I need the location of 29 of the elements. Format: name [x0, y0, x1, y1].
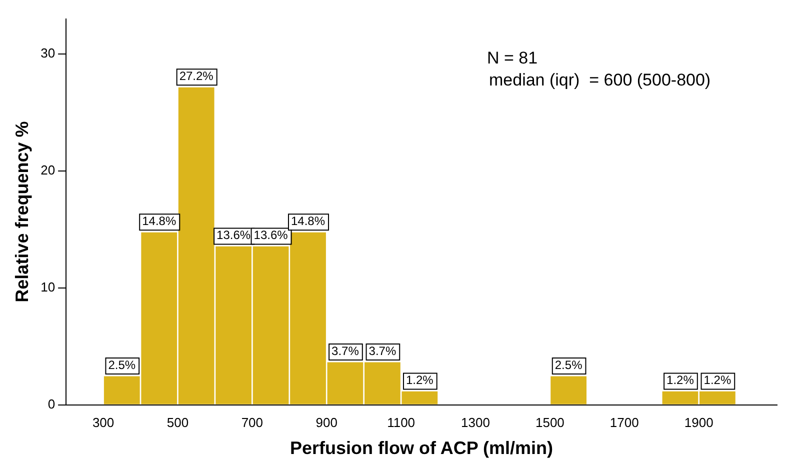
- data-label: 13.6%: [216, 228, 251, 242]
- y-tick-label: 0: [48, 396, 56, 412]
- x-tick-label: 1900: [684, 415, 714, 430]
- data-label: 14.8%: [290, 214, 326, 228]
- x-axis-title: Perfusion flow of ACP (ml/min): [290, 438, 554, 458]
- y-tick-label: 20: [40, 162, 56, 178]
- y-axis-title: Relative frequency %: [12, 121, 32, 302]
- annotation: median (iqr) = 600 (500-800): [489, 70, 711, 90]
- x-tick-label: 1700: [610, 415, 639, 430]
- data-label: 2.5%: [554, 358, 583, 372]
- x-tick-label: 1300: [461, 415, 490, 430]
- x-tick-label: 900: [316, 415, 338, 430]
- x-tick-label: 1100: [387, 415, 416, 430]
- data-label: 14.8%: [142, 214, 176, 228]
- data-label: 27.2%: [179, 68, 214, 83]
- x-tick-label: 700: [241, 415, 264, 430]
- x-tick-label: 1500: [535, 415, 564, 430]
- y-tick-label: 10: [40, 279, 56, 294]
- y-tick-label: 30: [40, 45, 56, 60]
- annotation: N = 81: [487, 48, 538, 68]
- data-label: 2.5%: [108, 358, 136, 372]
- data-label: 3.7%: [332, 344, 360, 358]
- x-tick-label: 500: [166, 415, 189, 430]
- data-label: 1.2%: [666, 373, 694, 388]
- data-label: 1.2%: [704, 373, 732, 388]
- data-label: 1.2%: [406, 373, 434, 388]
- data-label: 3.7%: [368, 344, 396, 358]
- x-tick-label: 300: [92, 415, 114, 430]
- data-label: 13.6%: [254, 228, 288, 242]
